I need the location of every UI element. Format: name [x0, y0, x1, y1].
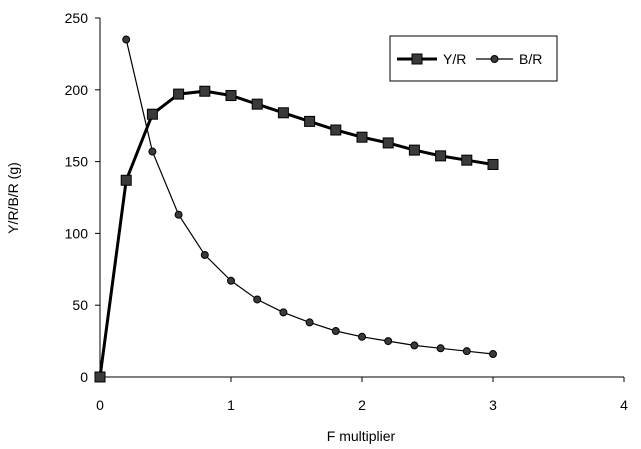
data-point-b-r — [358, 332, 366, 341]
data-point-b-r — [462, 347, 471, 356]
data-point-y-r — [251, 98, 263, 110]
data-point-y-r — [330, 124, 342, 136]
data-point-y-r — [94, 371, 106, 383]
data-point-y-r — [461, 154, 473, 166]
legend-label-b-r: B/R — [519, 51, 542, 67]
legend-marker-y-r — [411, 53, 423, 65]
data-point-b-r — [305, 318, 314, 327]
data-point-b-r — [148, 147, 157, 156]
legend-label-y-r: Y/R — [443, 51, 466, 67]
data-point-y-r — [304, 115, 316, 127]
data-point-b-r — [279, 308, 288, 317]
series-layer — [94, 35, 499, 383]
data-point-b-r — [200, 250, 209, 259]
data-point-b-r — [174, 210, 183, 219]
series-b-r — [122, 35, 497, 359]
data-point-b-r — [253, 295, 262, 304]
data-point-b-r — [227, 276, 235, 285]
y-tick-label: 150 — [65, 154, 89, 170]
axes: 0 50 100 150 200 250 0 1 2 3 4 — [65, 10, 628, 413]
data-point-y-r — [173, 88, 185, 100]
series-line-y-r — [98, 89, 494, 378]
x-tick-label: 1 — [227, 397, 235, 413]
data-point-y-r — [199, 85, 211, 97]
data-point-y-r — [435, 150, 447, 162]
data-point-y-r — [120, 174, 132, 186]
legend-item-b-r: B/R — [476, 51, 542, 67]
y-axis-title: Y/R/B/R (g) — [5, 162, 21, 234]
y-tick-label: 50 — [72, 297, 88, 313]
data-point-y-r — [487, 158, 499, 170]
series-line-b-r — [125, 39, 494, 355]
x-tick-label: 0 — [96, 397, 104, 413]
data-point-b-r — [436, 344, 445, 353]
data-point-y-r — [408, 144, 420, 156]
x-axis-title: F multiplier — [327, 428, 396, 444]
y-tick-label: 200 — [65, 82, 89, 98]
data-point-y-r — [382, 137, 394, 149]
x-tick-label: 2 — [358, 397, 366, 413]
data-point-b-r — [410, 341, 419, 350]
y-tick-label: 0 — [80, 369, 88, 385]
y-tick-label: 250 — [65, 10, 89, 26]
data-point-y-r — [225, 90, 237, 102]
data-point-b-r — [489, 350, 497, 359]
data-point-y-r — [277, 107, 289, 119]
data-point-b-r — [122, 35, 131, 44]
series-y-r — [94, 85, 499, 383]
x-tick-label: 3 — [489, 397, 497, 413]
data-point-y-r — [146, 108, 158, 120]
y-tick-label: 100 — [65, 225, 89, 241]
x-tick-label: 4 — [620, 397, 628, 413]
data-point-b-r — [331, 327, 340, 336]
data-point-y-r — [356, 131, 368, 143]
data-point-b-r — [384, 337, 393, 346]
legend: Y/R B/R — [389, 35, 558, 82]
legend-marker-b-r — [490, 55, 499, 63]
legend-item-y-r: Y/R — [397, 51, 466, 67]
